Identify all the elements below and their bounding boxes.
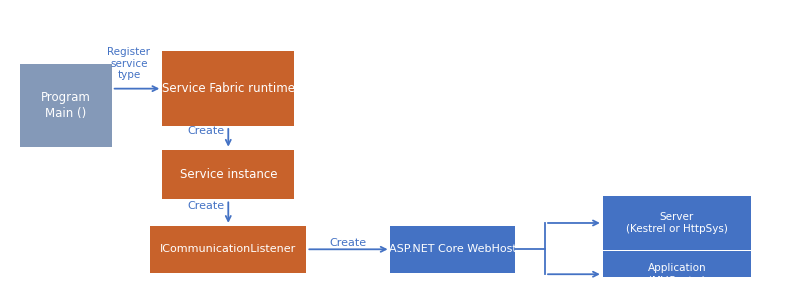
- FancyBboxPatch shape: [162, 150, 294, 199]
- Text: ASP.NET Core WebHost: ASP.NET Core WebHost: [388, 244, 517, 254]
- FancyBboxPatch shape: [602, 196, 751, 250]
- FancyBboxPatch shape: [390, 226, 514, 273]
- Text: Create: Create: [330, 238, 367, 248]
- FancyBboxPatch shape: [602, 251, 751, 286]
- Text: ICommunicationListener: ICommunicationListener: [160, 244, 296, 254]
- Text: Register
service
type: Register service type: [107, 47, 151, 80]
- Text: Application
(MVC, etc.): Application (MVC, etc.): [647, 263, 706, 285]
- Text: Create: Create: [187, 126, 224, 136]
- FancyBboxPatch shape: [162, 51, 294, 126]
- Text: Service Fabric runtime: Service Fabric runtime: [162, 82, 295, 95]
- Text: Service instance: Service instance: [179, 168, 277, 181]
- Text: Program
Main (): Program Main (): [41, 91, 91, 120]
- Text: Create: Create: [187, 201, 224, 211]
- Text: Server
(Kestrel or HttpSys): Server (Kestrel or HttpSys): [626, 212, 728, 234]
- FancyBboxPatch shape: [150, 226, 306, 273]
- FancyBboxPatch shape: [19, 64, 112, 147]
